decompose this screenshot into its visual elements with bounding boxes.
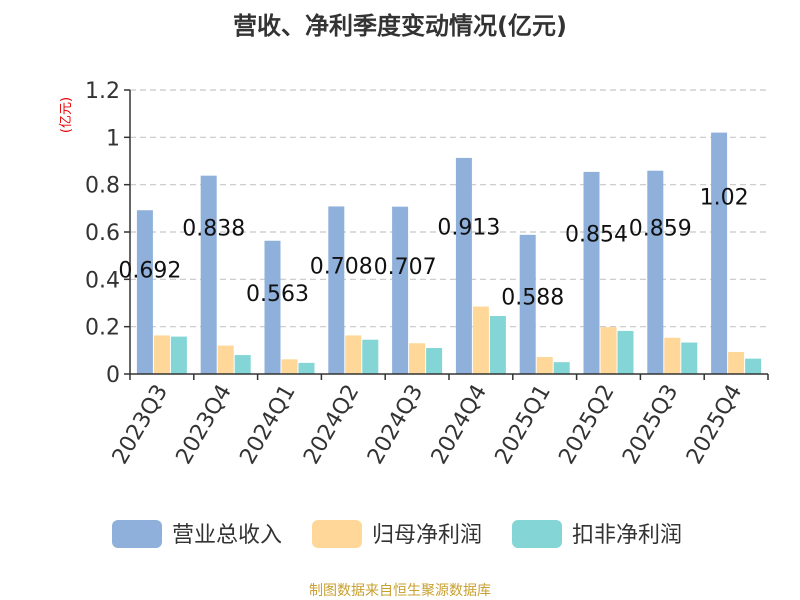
data-label: 0.563	[246, 282, 309, 307]
bar-net-profit	[409, 343, 425, 374]
legend-label: 营业总收入	[172, 523, 282, 548]
x-tick-label: 2025Q4	[682, 381, 747, 469]
bar-deducted-net-profit	[490, 316, 506, 374]
data-label: 0.708	[310, 255, 373, 280]
x-tick-label: 2025Q2	[554, 381, 619, 469]
x-tick-label: 2024Q2	[299, 381, 364, 469]
legend-swatch	[512, 520, 562, 548]
y-tick-label: 1.2	[85, 79, 120, 104]
x-tick-label: 2024Q3	[363, 381, 428, 469]
bar-revenue	[201, 176, 217, 374]
bar-revenue	[265, 241, 281, 374]
bar-revenue	[137, 210, 153, 374]
bar-deducted-net-profit	[554, 362, 570, 374]
source-note: 制图数据来自恒生聚源数据库	[309, 583, 491, 599]
y-tick-label: 1	[106, 126, 120, 151]
bar-deducted-net-profit	[426, 348, 442, 374]
legend-swatch	[112, 520, 162, 548]
data-label: 1.02	[700, 186, 749, 211]
bar-net-profit	[154, 335, 170, 374]
y-tick-label: 0.4	[85, 268, 120, 293]
data-label: 0.707	[374, 255, 437, 280]
bar-net-profit	[664, 338, 680, 374]
data-label: 0.588	[501, 285, 564, 310]
y-tick-label: 0.8	[85, 174, 120, 199]
bar-deducted-net-profit	[681, 343, 697, 374]
bar-deducted-net-profit	[235, 355, 251, 374]
bar-revenue	[392, 207, 408, 374]
legend: 营业总收入 归母净利润 扣非净利润	[112, 520, 682, 548]
x-tick-label: 2023Q4	[172, 381, 237, 469]
x-tick-label: 2024Q4	[427, 381, 492, 469]
legend-label: 归母净利润	[372, 523, 482, 548]
bar-revenue	[328, 206, 344, 374]
x-tick-label: 2023Q3	[108, 381, 173, 469]
bar-net-profit	[537, 357, 553, 374]
bar-net-profit	[345, 335, 361, 374]
y-axis-label: (亿元)	[59, 97, 74, 133]
bar-deducted-net-profit	[171, 337, 187, 374]
bar-deducted-net-profit	[362, 340, 378, 374]
y-tick-label: 0.2	[85, 316, 120, 341]
legend-swatch	[312, 520, 362, 548]
bar-net-profit	[601, 327, 617, 374]
x-tick-label: 2025Q3	[618, 381, 683, 469]
bar-revenue	[456, 158, 472, 374]
data-label: 0.692	[118, 258, 181, 283]
y-tick-label: 0.6	[85, 221, 120, 246]
x-tick-label: 2024Q1	[235, 381, 300, 469]
bar-deducted-net-profit	[618, 331, 634, 374]
bar-net-profit	[473, 307, 489, 374]
data-label: 0.838	[182, 217, 245, 242]
grid-lines	[130, 90, 768, 327]
bar-deducted-net-profit	[745, 359, 761, 374]
legend-label: 扣非净利润	[572, 523, 682, 548]
data-label: 0.854	[565, 222, 628, 247]
data-label: 0.913	[437, 216, 500, 241]
chart-title: 营收、净利季度变动情况(亿元)	[233, 12, 567, 40]
data-label: 0.859	[629, 217, 692, 242]
bar-net-profit	[282, 359, 298, 374]
bar-net-profit	[728, 352, 744, 374]
bar-revenue	[584, 172, 600, 374]
x-tick-label: 2025Q1	[491, 381, 556, 469]
bar-net-profit	[218, 346, 234, 374]
bar-revenue	[647, 171, 663, 374]
y-tick-label: 0	[106, 363, 120, 388]
bars	[137, 133, 761, 374]
bar-revenue	[711, 133, 727, 374]
bar-deducted-net-profit	[299, 363, 315, 374]
